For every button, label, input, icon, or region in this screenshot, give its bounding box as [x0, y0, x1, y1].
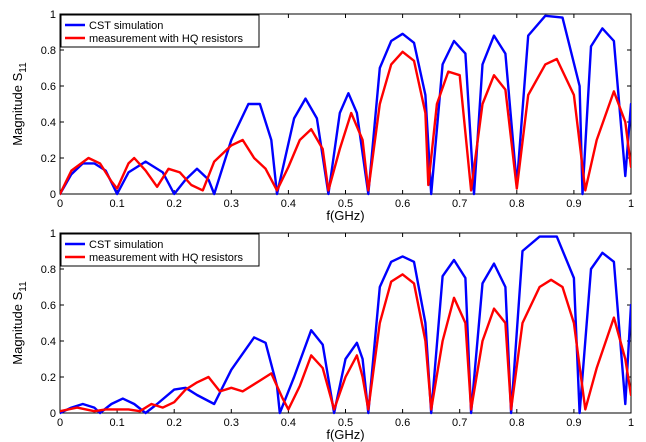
series-line-cst-simulation	[60, 235, 631, 415]
top-chart: 0 0.1 0.2 0.3 0.4 0.5 0.6 0.7 0.8 0.9 1 0 0.2 0.4 0.6 0…	[10, 9, 634, 223]
x-tick-label: 0.6	[395, 417, 410, 429]
x-tick-label: 0.4	[281, 198, 296, 210]
x-tick-label: 0.4	[281, 417, 296, 429]
x-tick-label: 0.2	[167, 198, 182, 210]
legend-entry: measurement with HQ resistors	[89, 252, 244, 264]
y-tick-label: 0	[50, 189, 56, 201]
y-axis-label-subscript: 11	[18, 281, 29, 292]
series-line-measurement	[60, 273, 631, 413]
x-tick-label: 0.1	[109, 417, 124, 429]
x-tick-label: 0.8	[509, 198, 524, 210]
x-tick-label: 0.3	[224, 417, 239, 429]
x-tick-label: 0.7	[452, 198, 467, 210]
x-axis-label: f(GHz)	[326, 427, 364, 442]
y-tick-label: 0.6	[41, 81, 56, 93]
x-tick-label: 0.3	[224, 198, 239, 210]
y-tick-label: 1	[50, 9, 56, 21]
y-tick-label: 0.8	[41, 264, 56, 276]
series-line-measurement	[60, 50, 631, 196]
y-tick-label: 0.6	[41, 300, 56, 312]
legend-entry: CST simulation	[89, 20, 163, 32]
y-axis-label-main: Magnitude S	[10, 72, 25, 145]
x-tick-label: 0	[57, 198, 63, 210]
x-tick-label: 0.1	[109, 198, 124, 210]
x-tick-label: 0	[57, 417, 63, 429]
x-tick-label: 0.9	[566, 417, 581, 429]
legend-entry: measurement with HQ resistors	[89, 33, 244, 45]
y-tick-label: 0.8	[41, 45, 56, 57]
bottom-chart: 0 0.1 0.2 0.3 0.4 0.5 0.6 0.7 0.8 0.9 1 0 0.2 0.4 0.6 0…	[10, 228, 634, 442]
legend-entry: CST simulation	[89, 239, 163, 251]
legend-box	[60, 233, 260, 267]
series-line-cst-simulation	[60, 14, 631, 196]
y-tick-label: 0	[50, 408, 56, 420]
x-tick-label: 0.5	[338, 417, 353, 429]
series-group	[60, 235, 631, 415]
x-tick-label: 0.9	[566, 198, 581, 210]
x-tick-label: 0.7	[452, 417, 467, 429]
series-group	[60, 14, 631, 196]
x-tick-label: 0.5	[338, 198, 353, 210]
x-tick-label: 0.6	[395, 198, 410, 210]
x-tick-label: 0.8	[509, 417, 524, 429]
y-tick-label: 1	[50, 228, 56, 240]
y-axis-label-main: Magnitude S	[10, 291, 25, 364]
y-tick-label: 0.2	[41, 372, 56, 384]
y-axis-label-subscript: 11	[18, 62, 29, 73]
y-axis-label: Magnitude S11	[10, 281, 29, 365]
legend-box	[60, 14, 260, 48]
x-tick-label: 1	[628, 198, 634, 210]
y-tick-label: 0.4	[41, 117, 56, 129]
x-axis-label: f(GHz)	[326, 208, 364, 223]
y-tick-label: 0.2	[41, 153, 56, 165]
x-tick-label: 1	[628, 417, 634, 429]
x-tick-label: 0.2	[167, 417, 182, 429]
y-tick-label: 0.4	[41, 336, 56, 348]
y-axis-label: Magnitude S11	[10, 62, 29, 146]
